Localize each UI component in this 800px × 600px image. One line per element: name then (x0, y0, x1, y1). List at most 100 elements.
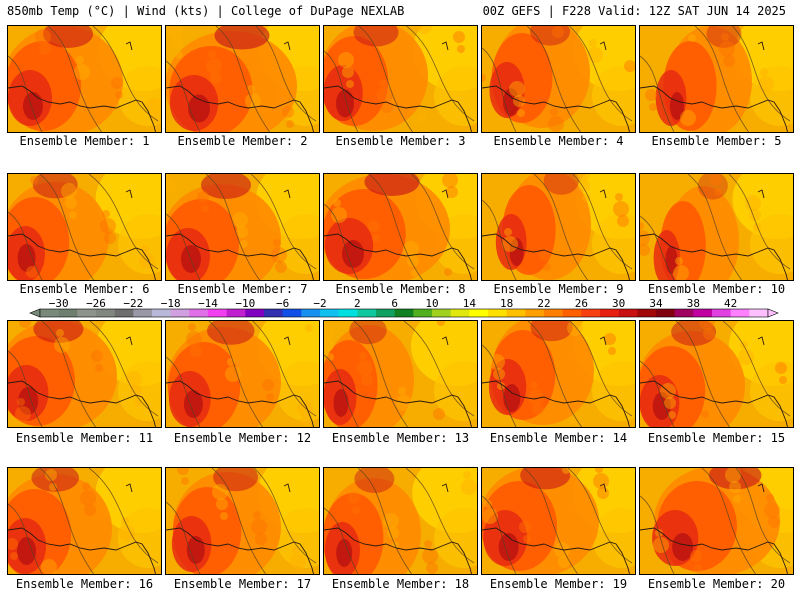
colorbar-swatch (376, 309, 395, 317)
ensemble-member-map (639, 173, 794, 281)
colorbar-swatch (749, 309, 769, 317)
colorbar-swatch (226, 309, 246, 317)
temperature-field (166, 321, 319, 427)
colorbar-swatch (133, 309, 153, 317)
colorbar-swatch (562, 309, 582, 317)
temperature-field (640, 174, 793, 280)
temperature-field (482, 468, 635, 574)
colorbar-tick-label: −18 (161, 297, 181, 310)
ensemble-member-label: Ensemble Member: 9 (493, 282, 624, 296)
ensemble-member-label: Ensemble Member: 4 (493, 134, 624, 148)
colorbar-swatch (488, 309, 507, 317)
colorbar-tick-label: 6 (391, 297, 398, 310)
colorbar-tick-label: 30 (612, 297, 625, 310)
colorbar-tick-label: 34 (649, 297, 663, 310)
colorbar-tick-label: 42 (724, 297, 737, 310)
colorbar-swatch (450, 309, 470, 317)
ensemble-member-label: Ensemble Member: 3 (335, 134, 466, 148)
ensemble-member-label: Ensemble Member: 15 (647, 431, 786, 445)
temperature-colorbar: −30 −26 −22 −18 −14 −10 −6 −2 2 6 10 14 18 22 26 30 34 38… (29, 297, 779, 318)
temperature-field (8, 321, 161, 427)
ensemble-member-map (323, 320, 478, 428)
colorbar-tick-label: −14 (198, 297, 218, 310)
colorbar-tick-label: 26 (575, 297, 588, 310)
colorbar-swatch (413, 309, 433, 317)
colorbar-swatch (152, 309, 171, 317)
ensemble-member-label: Ensemble Member: 18 (331, 577, 470, 591)
ensemble-member-map (323, 25, 478, 133)
colorbar-swatch (600, 309, 619, 317)
colorbar-swatch (581, 309, 601, 317)
colorbar-swatch (170, 309, 190, 317)
ensemble-member-map (639, 25, 794, 133)
colorbar-swatch (357, 309, 377, 317)
ensemble-member-label: Ensemble Member: 6 (19, 282, 150, 296)
temperature-field (8, 174, 161, 280)
temperature-field (482, 321, 635, 427)
colorbar-swatch (264, 309, 283, 317)
colorbar-tick-label: −2 (313, 297, 326, 310)
colorbar-tick-label: −26 (86, 297, 106, 310)
colorbar-min-arrow (29, 308, 41, 318)
ensemble-member-map (165, 25, 320, 133)
colorbar-swatch (712, 309, 731, 317)
colorbar-swatch (730, 309, 750, 317)
ensemble-member-map (323, 173, 478, 281)
temperature-field (482, 26, 635, 132)
ensemble-member-map (7, 25, 162, 133)
temperature-field (324, 174, 477, 280)
ensemble-member-map (7, 467, 162, 575)
ensemble-member-label: Ensemble Member: 5 (651, 134, 782, 148)
ensemble-member-map (481, 320, 636, 428)
ensemble-member-map (7, 173, 162, 281)
ensemble-member-label: Ensemble Member: 17 (173, 577, 312, 591)
ensemble-member-map (639, 320, 794, 428)
colorbar-swatch (506, 309, 526, 317)
ensemble-member-label: Ensemble Member: 11 (15, 431, 154, 445)
colorbar-swatch (544, 309, 563, 317)
ensemble-member-label: Ensemble Member: 7 (177, 282, 308, 296)
colorbar-swatch (114, 309, 134, 317)
ensemble-member-label: Ensemble Member: 13 (331, 431, 470, 445)
colorbar-swatch (282, 309, 302, 317)
colorbar-tick-label: −30 (49, 297, 69, 310)
temperature-field (640, 321, 793, 427)
temperature-field (640, 468, 793, 574)
colorbar-swatch (637, 309, 657, 317)
colorbar-swatch (338, 309, 358, 317)
ensemble-member-map (165, 320, 320, 428)
colorbar-tick-label: 18 (500, 297, 513, 310)
ensemble-member-map (165, 467, 320, 575)
colorbar-swatch (58, 309, 78, 317)
run-valid-time: 00Z GEFS | F228 Valid: 12Z SAT JUN 14 20… (482, 4, 786, 18)
colorbar-swatch (189, 309, 209, 317)
colorbar-swatch (96, 309, 115, 317)
colorbar-tick-label: −6 (276, 297, 289, 310)
ensemble-member-map (165, 173, 320, 281)
ensemble-member-label: Ensemble Member: 19 (489, 577, 628, 591)
ensemble-member-label: Ensemble Member: 12 (173, 431, 312, 445)
colorbar-tick-label: 2 (354, 297, 361, 310)
ensemble-member-map (481, 25, 636, 133)
ensemble-member-label: Ensemble Member: 16 (15, 577, 154, 591)
colorbar-swatch (618, 309, 638, 317)
temperature-field (324, 26, 477, 132)
colorbar-swatch (525, 309, 545, 317)
colorbar-tick-label: −10 (235, 297, 255, 310)
chart-title: 850mb Temp (°C) | Wind (kts) | College o… (7, 4, 405, 18)
colorbar-swatch (208, 309, 227, 317)
temperature-field (324, 468, 477, 574)
ensemble-member-map (7, 320, 162, 428)
colorbar-swatch (40, 309, 59, 317)
ensemble-member-map (481, 467, 636, 575)
ensemble-member-label: Ensemble Member: 1 (19, 134, 150, 148)
temperature-field (324, 321, 477, 427)
colorbar-tick-label: 38 (687, 297, 700, 310)
colorbar-swatch (693, 309, 713, 317)
colorbar-swatch (674, 309, 694, 317)
ensemble-member-label: Ensemble Member: 10 (647, 282, 786, 296)
ensemble-member-map (639, 467, 794, 575)
colorbar-swatch (469, 309, 489, 317)
ensemble-member-label: Ensemble Member: 2 (177, 134, 308, 148)
colorbar-swatch (394, 309, 414, 317)
